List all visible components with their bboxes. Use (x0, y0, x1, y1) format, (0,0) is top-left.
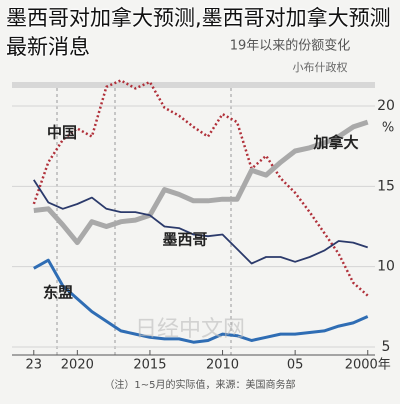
x-tick-label: 2020 (61, 358, 94, 373)
x-tick-label: 05 (287, 358, 304, 373)
y-tick-label: 5 (382, 339, 391, 355)
x-tick-label: 2010 (206, 358, 239, 373)
watermark: 日经中文网 (135, 317, 245, 342)
annotation: 小布什政权 (293, 60, 348, 74)
x-tick-label: 2000年 (345, 358, 391, 373)
series-line (33, 258, 369, 344)
series-label: 中国 (47, 124, 77, 142)
series-line (33, 179, 368, 265)
page-title: 墨西哥对加拿大预测,墨西哥对加拿大预测最新消息 (6, 6, 391, 59)
header-band (12, 82, 375, 88)
y-unit: % (382, 121, 394, 136)
series-label: 墨西哥 (162, 231, 207, 249)
x-tick-label: 23 (26, 358, 43, 373)
y-tick-label: 10 (377, 259, 395, 275)
series-line (33, 119, 369, 246)
header: 19年以来的份额变化 (230, 38, 351, 54)
note: （注）1~5月的实际值，来源：美国商务部 (104, 378, 295, 391)
y-tick-label: 20 (377, 98, 395, 114)
series-line (32, 79, 369, 297)
series-label: 东盟 (43, 284, 73, 302)
y-tick-label: 15 (377, 178, 395, 194)
x-tick-label: 2015 (133, 358, 166, 373)
series-label: 加拿大 (312, 134, 358, 152)
